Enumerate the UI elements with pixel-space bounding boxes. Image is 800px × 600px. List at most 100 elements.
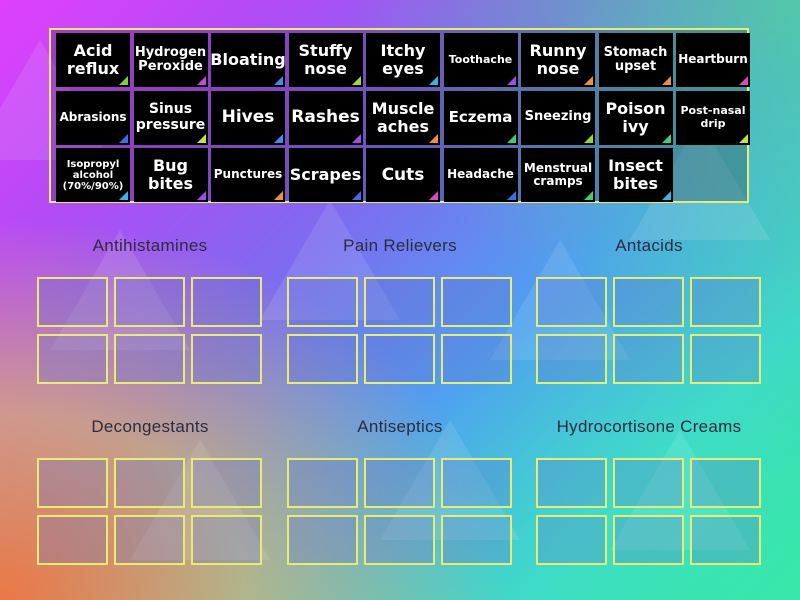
word-tile[interactable]: Hydrogen Peroxide xyxy=(133,33,208,87)
drop-slot[interactable] xyxy=(613,515,684,565)
drop-slot[interactable] xyxy=(114,334,185,384)
word-tile-label: Toothache xyxy=(448,52,513,66)
word-tile[interactable]: Rashes xyxy=(288,90,363,145)
drop-slot[interactable] xyxy=(613,334,684,384)
word-tile-label: Acid reflux xyxy=(66,41,120,78)
drop-slot[interactable] xyxy=(364,277,435,327)
corner-triangle-icon xyxy=(119,191,128,200)
word-tile[interactable]: Toothache xyxy=(443,33,518,87)
corner-triangle-icon xyxy=(429,191,438,200)
drop-slot[interactable] xyxy=(287,334,358,384)
drop-slot[interactable] xyxy=(191,277,262,327)
drop-slot[interactable] xyxy=(536,458,607,508)
word-tile-label: Menstrual cramps xyxy=(523,160,593,188)
word-tile[interactable]: Sneezing xyxy=(521,90,595,145)
word-tile[interactable]: Scrapes xyxy=(288,148,363,202)
word-tile-label: Post-nasal drip xyxy=(680,104,746,130)
corner-triangle-icon xyxy=(274,76,283,85)
word-tile-label: Sinus pressure xyxy=(135,101,206,133)
word-tile[interactable]: Muscle aches xyxy=(366,90,440,145)
corner-triangle-icon xyxy=(661,191,671,200)
corner-triangle-icon xyxy=(196,133,206,143)
corner-triangle-icon xyxy=(584,76,593,85)
drop-slot[interactable] xyxy=(613,277,684,327)
drop-slot[interactable] xyxy=(613,458,684,508)
corner-triangle-icon xyxy=(506,133,516,143)
corner-triangle-icon xyxy=(119,76,128,85)
word-tile[interactable]: Post-nasal drip xyxy=(676,90,750,145)
word-tile[interactable]: Isopropyl alcohol (70%/90%) xyxy=(56,148,130,202)
word-tile[interactable]: Cuts xyxy=(366,148,440,202)
word-tile[interactable]: Itchy eyes xyxy=(366,33,440,87)
word-tile[interactable]: Eczema xyxy=(443,90,518,145)
word-tile[interactable]: Hives xyxy=(211,90,285,145)
corner-triangle-icon xyxy=(196,191,206,200)
drop-slot[interactable] xyxy=(364,458,435,508)
corner-triangle-icon xyxy=(584,133,593,143)
drop-slot[interactable] xyxy=(114,458,185,508)
word-tile[interactable]: Bloating xyxy=(210,33,286,87)
drop-slot[interactable] xyxy=(37,334,108,384)
word-tile-label: Eczema xyxy=(448,108,513,127)
word-tile-label: Rashes xyxy=(291,107,360,128)
drop-slot[interactable] xyxy=(364,334,435,384)
corner-triangle-icon xyxy=(429,76,438,85)
drop-slot[interactable] xyxy=(364,515,435,565)
corner-triangle-icon xyxy=(506,76,516,85)
word-tile-label: Itchy eyes xyxy=(380,41,426,78)
corner-triangle-icon xyxy=(429,133,438,143)
drop-slot[interactable] xyxy=(690,334,761,384)
word-tile[interactable]: Bug bites xyxy=(133,148,208,202)
drop-slot[interactable] xyxy=(536,515,607,565)
drop-slot[interactable] xyxy=(441,515,512,565)
word-tile-label: Muscle aches xyxy=(371,98,435,136)
word-tile-label: Headache xyxy=(447,167,514,182)
corner-triangle-icon xyxy=(196,76,206,85)
word-tile-label: Poison ivy xyxy=(605,98,666,136)
word-tile[interactable]: Acid reflux xyxy=(56,33,130,87)
corner-triangle-icon xyxy=(661,76,671,85)
word-tile-label: Insect bites xyxy=(608,156,663,193)
category-title: Pain Relievers xyxy=(343,236,457,255)
word-tile[interactable]: Headache xyxy=(443,148,518,202)
word-tile-label: Sneezing xyxy=(524,109,592,125)
drop-slot[interactable] xyxy=(191,515,262,565)
drop-slot[interactable] xyxy=(114,277,185,327)
word-tile-label: Abrasions xyxy=(59,109,127,124)
drop-slot[interactable] xyxy=(536,334,607,384)
drop-slot[interactable] xyxy=(37,515,108,565)
word-tile[interactable]: Poison ivy xyxy=(598,90,673,145)
drop-slot[interactable] xyxy=(287,458,358,508)
drop-slot[interactable] xyxy=(441,458,512,508)
word-tile-label: Hydrogen Peroxide xyxy=(134,44,207,74)
drop-slot[interactable] xyxy=(441,334,512,384)
drop-slot[interactable] xyxy=(536,277,607,327)
drop-slot[interactable] xyxy=(114,515,185,565)
word-tile[interactable]: Stomach upset xyxy=(598,33,673,87)
word-tile[interactable]: Stuffy nose xyxy=(288,33,363,87)
drop-slot[interactable] xyxy=(37,458,108,508)
drop-slot[interactable] xyxy=(690,277,761,327)
word-tile-label: Heartburn xyxy=(678,52,748,67)
drop-slot[interactable] xyxy=(287,515,358,565)
corner-triangle-icon xyxy=(274,191,283,200)
drop-slot[interactable] xyxy=(191,334,262,384)
word-tile[interactable]: Menstrual cramps xyxy=(521,148,595,202)
word-tile[interactable]: Insect bites xyxy=(598,148,673,202)
drop-slot[interactable] xyxy=(191,458,262,508)
corner-triangle-icon xyxy=(351,76,361,85)
word-tile[interactable]: Punctures xyxy=(211,148,285,202)
drop-slot[interactable] xyxy=(690,458,761,508)
word-tile-label: Runny nose xyxy=(529,41,587,78)
word-tile[interactable]: Heartburn xyxy=(676,33,750,87)
drop-slot[interactable] xyxy=(287,277,358,327)
drop-slot[interactable] xyxy=(37,277,108,327)
word-tile-label: Cuts xyxy=(381,164,425,185)
category-title: Antihistamines xyxy=(92,236,208,255)
word-tile[interactable]: Runny nose xyxy=(521,33,595,87)
word-tile[interactable]: Sinus pressure xyxy=(133,90,208,145)
word-tile[interactable]: Abrasions xyxy=(56,90,130,145)
word-tile-label: Bug bites xyxy=(148,156,193,193)
drop-slot[interactable] xyxy=(690,515,761,565)
drop-slot[interactable] xyxy=(441,277,512,327)
